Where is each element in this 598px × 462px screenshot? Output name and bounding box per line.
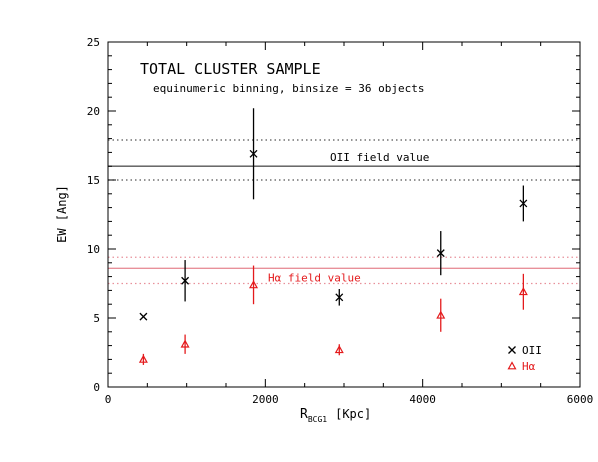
data-points bbox=[138, 108, 528, 365]
legend-label: OII bbox=[522, 344, 542, 357]
data-point-halpha bbox=[249, 265, 259, 305]
field-value-labels: OII field value Hα field value bbox=[268, 151, 429, 284]
x-axis-label-subscript: BCG1 bbox=[308, 415, 327, 424]
y-tick-label: 5 bbox=[93, 312, 100, 325]
data-point-oii bbox=[181, 260, 190, 302]
data-point-halpha bbox=[436, 298, 446, 332]
x-tick-label: 0 bbox=[105, 393, 112, 406]
data-point-oii bbox=[519, 185, 528, 222]
x-axis-label-main: R bbox=[300, 407, 308, 422]
chart-title: TOTAL CLUSTER SAMPLE bbox=[140, 60, 321, 78]
x-axis-label-unit: [Kpc] bbox=[335, 407, 371, 421]
x-tick-label: 4000 bbox=[409, 393, 436, 406]
x-axis-label: RBCG1 [Kpc] bbox=[300, 407, 371, 424]
y-tick-label: 25 bbox=[87, 36, 100, 49]
x-tick-label: 6000 bbox=[567, 393, 594, 406]
data-point-halpha bbox=[334, 344, 344, 356]
x-tick-label: 2000 bbox=[252, 393, 279, 406]
legend-item: OII bbox=[508, 344, 542, 357]
axis-ticks: 0 2000 4000 6000 0 5 10 15 20 25 bbox=[87, 36, 594, 406]
data-point-halpha bbox=[138, 353, 148, 365]
data-point-halpha bbox=[518, 273, 528, 310]
data-point-oii bbox=[139, 312, 148, 321]
field-value-label: Hα field value bbox=[268, 271, 361, 284]
chart-subtitle: equinumeric binning, binsize = 36 object… bbox=[153, 82, 425, 95]
y-axis-label: EW [Ang] bbox=[55, 185, 69, 243]
y-tick-label: 20 bbox=[87, 105, 100, 118]
legend-item: Hα bbox=[507, 360, 536, 373]
y-tick-label: 0 bbox=[93, 381, 100, 394]
y-tick-label: 15 bbox=[87, 174, 100, 187]
data-point-oii bbox=[436, 231, 445, 276]
field-value-label: OII field value bbox=[330, 151, 429, 164]
data-point-oii bbox=[249, 108, 258, 200]
field-value-lines bbox=[108, 165, 580, 269]
y-tick-label: 10 bbox=[87, 243, 100, 256]
legend-label: Hα bbox=[522, 360, 536, 373]
data-point-oii bbox=[335, 289, 344, 306]
data-point-halpha bbox=[180, 334, 190, 354]
legend: OII Hα bbox=[507, 344, 542, 373]
